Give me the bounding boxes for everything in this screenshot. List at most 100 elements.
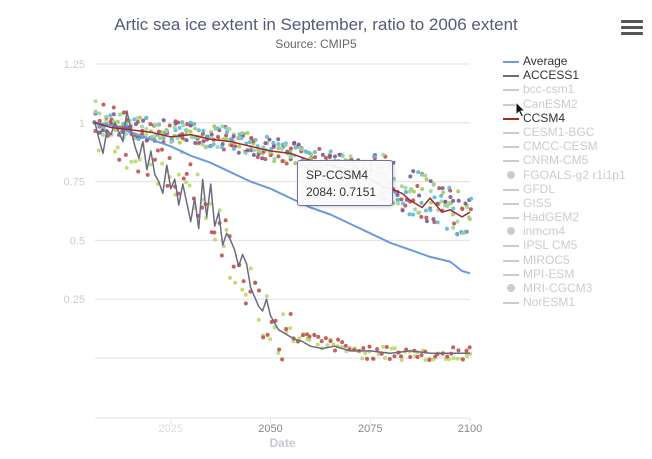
legend-label: HadGEM2 bbox=[523, 210, 580, 225]
scatter-point bbox=[141, 118, 146, 123]
chart-menu-button[interactable] bbox=[621, 20, 643, 40]
scatter-point bbox=[307, 334, 312, 339]
scatter-point bbox=[456, 198, 461, 203]
legend-label: IPSL CM5 bbox=[523, 238, 578, 253]
scatter-point bbox=[260, 156, 265, 161]
scatter-point bbox=[257, 288, 262, 293]
scatter-point bbox=[100, 128, 105, 133]
scatter-point bbox=[271, 143, 276, 148]
legend-item-ipsl-cm5[interactable]: IPSL CM5 bbox=[503, 238, 648, 252]
scatter-point bbox=[315, 342, 320, 347]
scatter-point bbox=[435, 220, 440, 225]
scatter-point bbox=[149, 134, 154, 139]
legend-item-cesm1-bgc[interactable]: CESM1-BGC bbox=[503, 125, 648, 139]
legend-item-giss[interactable]: GISS bbox=[503, 196, 648, 210]
scatter-point bbox=[188, 120, 193, 125]
scatter-point bbox=[176, 172, 181, 177]
scatter-point bbox=[272, 325, 277, 330]
scatter-point bbox=[424, 177, 429, 182]
scatter-point bbox=[241, 279, 246, 284]
scatter-point bbox=[224, 227, 229, 232]
scatter-point bbox=[192, 122, 197, 127]
scatter-point bbox=[257, 149, 262, 154]
scatter-point bbox=[169, 139, 174, 144]
scatter-point bbox=[135, 116, 140, 121]
scatter-point bbox=[117, 157, 122, 162]
scatter-point bbox=[193, 126, 198, 131]
legend-item-fgoals-g2-r1i1p1[interactable]: FGOALS-g2 r1i1p1 bbox=[503, 168, 648, 182]
legend-item-cmcc-cesm[interactable]: CMCC-CESM bbox=[503, 139, 648, 153]
legend-label: bcc-csm1 bbox=[523, 82, 575, 97]
scatter-point bbox=[185, 128, 190, 133]
y-tick-label: 1.25 bbox=[64, 59, 85, 71]
scatter-point bbox=[413, 207, 418, 212]
scatter-point bbox=[243, 151, 248, 156]
scatter-point bbox=[161, 118, 166, 123]
scatter-point bbox=[253, 280, 258, 285]
legend-item-mpi-esm[interactable]: MPI-ESM bbox=[503, 267, 648, 281]
scatter-point bbox=[327, 154, 332, 159]
legend-item-canesm2[interactable]: CanESM2 bbox=[503, 97, 648, 111]
scatter-point bbox=[268, 337, 273, 342]
legend-item-access1[interactable]: ACCESS1 bbox=[503, 68, 648, 82]
legend-item-mri-cgcm3[interactable]: MRI-CGCM3 bbox=[503, 281, 648, 295]
scatter-point bbox=[277, 347, 282, 352]
scatter-point bbox=[212, 230, 217, 235]
scatter-point bbox=[423, 173, 428, 178]
scatter-point bbox=[136, 137, 141, 142]
scatter-point bbox=[328, 149, 333, 154]
scatter-point bbox=[229, 143, 234, 148]
scatter-point bbox=[381, 344, 386, 349]
legend-label: CCSM4 bbox=[523, 110, 566, 125]
legend-item-gfdl[interactable]: GFDL bbox=[503, 182, 648, 196]
scatter-point bbox=[400, 208, 405, 213]
scatter-point bbox=[193, 141, 198, 146]
series-line-average bbox=[94, 121, 471, 275]
scatter-point bbox=[208, 201, 213, 206]
legend-line-icon bbox=[503, 253, 519, 267]
legend-dot-icon bbox=[503, 281, 519, 295]
scatter-point bbox=[447, 185, 452, 190]
scatter-point bbox=[419, 353, 424, 358]
scatter-point bbox=[340, 340, 345, 345]
scatter-point bbox=[375, 347, 380, 352]
scatter-point bbox=[420, 172, 425, 177]
legend-item-bcc-csm1[interactable]: bcc-csm1 bbox=[503, 82, 648, 96]
scatter-point bbox=[224, 133, 229, 138]
scatter-point bbox=[464, 353, 469, 358]
scatter-point bbox=[424, 219, 429, 224]
scatter-point bbox=[265, 332, 270, 337]
scatter-point bbox=[115, 119, 120, 124]
scatter-point bbox=[157, 136, 162, 141]
legend-item-average[interactable]: Average bbox=[503, 54, 648, 68]
legend-item-miroc5[interactable]: MIROC5 bbox=[503, 253, 648, 267]
scatter-point bbox=[456, 189, 461, 194]
scatter-point bbox=[212, 237, 217, 242]
scatter-point bbox=[313, 155, 318, 160]
legend-label: CESM1-BGC bbox=[523, 124, 595, 139]
scatter-point bbox=[363, 350, 368, 355]
scatter-point bbox=[96, 148, 101, 153]
scatter-point bbox=[312, 333, 317, 338]
scatter-point bbox=[336, 337, 341, 342]
scatter-point bbox=[227, 275, 232, 280]
scatter-point bbox=[263, 141, 268, 146]
scatter-point bbox=[419, 200, 424, 205]
legend-line-icon bbox=[503, 68, 519, 82]
legend-item-noresm1[interactable]: NorESM1 bbox=[503, 295, 648, 309]
scatter-point bbox=[248, 266, 253, 271]
scatter-point bbox=[189, 135, 194, 140]
scatter-point bbox=[387, 356, 392, 361]
scatter-point bbox=[104, 114, 109, 119]
scatter-point bbox=[307, 151, 312, 156]
scatter-point bbox=[203, 145, 208, 150]
scatter-point bbox=[384, 344, 389, 349]
legend-item-inmcm4[interactable]: inmcm4 bbox=[503, 224, 648, 238]
legend-item-hadgem2[interactable]: HadGEM2 bbox=[503, 210, 648, 224]
scatter-point bbox=[200, 131, 205, 136]
scatter-point bbox=[455, 232, 460, 237]
scatter-point bbox=[93, 99, 98, 104]
legend-item-cnrm-cm5[interactable]: CNRM-CM5 bbox=[503, 153, 648, 167]
scatter-point bbox=[177, 125, 182, 130]
legend-item-ccsm4[interactable]: CCSM4 bbox=[503, 111, 648, 125]
